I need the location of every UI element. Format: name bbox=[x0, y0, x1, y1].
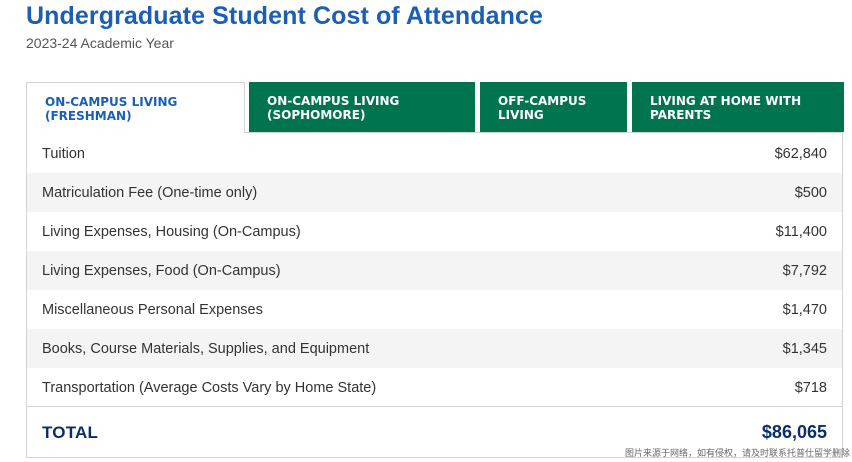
tab-off-campus[interactable]: OFF-CAMPUS LIVING bbox=[480, 82, 627, 132]
cost-label: Books, Course Materials, Supplies, and E… bbox=[42, 340, 370, 357]
cost-row-food: Living Expenses, Food (On-Campus) $7,792 bbox=[27, 251, 842, 290]
total-amount: $86,065 bbox=[761, 422, 827, 442]
tab-label-line2: PARENTS bbox=[650, 108, 712, 122]
cost-row-personal: Miscellaneous Personal Expenses $1,470 bbox=[27, 290, 842, 329]
cost-label: Matriculation Fee (One-time only) bbox=[42, 184, 258, 201]
tab-on-campus-freshman[interactable]: ON-CAMPUS LIVING (FRESHMAN) bbox=[26, 82, 245, 133]
cost-label: Living Expenses, Food (On-Campus) bbox=[42, 262, 281, 279]
cost-amount: $11,400 bbox=[775, 223, 827, 240]
tab-on-campus-sophomore[interactable]: ON-CAMPUS LIVING (SOPHOMORE) bbox=[249, 82, 475, 132]
cost-amount: $718 bbox=[794, 379, 827, 396]
cost-row-transportation: Transportation (Average Costs Vary by Ho… bbox=[27, 368, 842, 407]
tab-bar: ON-CAMPUS LIVING (FRESHMAN) ON-CAMPUS LI… bbox=[26, 82, 844, 133]
tab-label-line2: (SOPHOMORE) bbox=[267, 108, 366, 122]
cost-amount: $500 bbox=[794, 184, 827, 201]
cost-row-tuition: Tuition $62,840 bbox=[27, 134, 842, 173]
cost-row-housing: Living Expenses, Housing (On-Campus) $11… bbox=[27, 212, 842, 251]
tab-label-line2: LIVING bbox=[498, 108, 544, 122]
page-title: Undergraduate Student Cost of Attendance bbox=[26, 2, 543, 30]
tab-label-line1: LIVING AT HOME WITH bbox=[650, 94, 802, 108]
tab-label-line2: (FRESHMAN) bbox=[45, 109, 132, 123]
cost-label: Transportation (Average Costs Vary by Ho… bbox=[42, 379, 377, 396]
cost-label: Living Expenses, Housing (On-Campus) bbox=[42, 223, 301, 240]
cost-label: Miscellaneous Personal Expenses bbox=[42, 301, 263, 318]
cost-amount: $1,345 bbox=[782, 340, 827, 357]
tab-label-line1: ON-CAMPUS LIVING bbox=[267, 94, 400, 108]
tab-label-line1: OFF-CAMPUS bbox=[498, 94, 587, 108]
cost-row-matriculation: Matriculation Fee (One-time only) $500 bbox=[27, 173, 842, 212]
cost-amount: $62,840 bbox=[774, 145, 827, 162]
watermark-text: 图片来源于网络，如有侵权，请及时联系托普仕留学删除 bbox=[624, 449, 850, 459]
page-subtitle: 2023-24 Academic Year bbox=[26, 35, 174, 51]
total-label: TOTAL bbox=[42, 422, 99, 442]
total-divider bbox=[27, 406, 842, 407]
cost-table: Tuition $62,840 Matriculation Fee (One-t… bbox=[26, 132, 843, 458]
total-row: TOTAL $86,065 bbox=[27, 407, 842, 458]
cost-row-books: Books, Course Materials, Supplies, and E… bbox=[27, 329, 842, 368]
cost-amount: $7,792 bbox=[782, 262, 827, 279]
cost-amount: $1,470 bbox=[782, 301, 827, 318]
tab-living-at-home[interactable]: LIVING AT HOME WITH PARENTS bbox=[632, 82, 844, 132]
cost-label: Tuition bbox=[42, 145, 85, 162]
tab-label-line1: ON-CAMPUS LIVING bbox=[45, 95, 178, 109]
